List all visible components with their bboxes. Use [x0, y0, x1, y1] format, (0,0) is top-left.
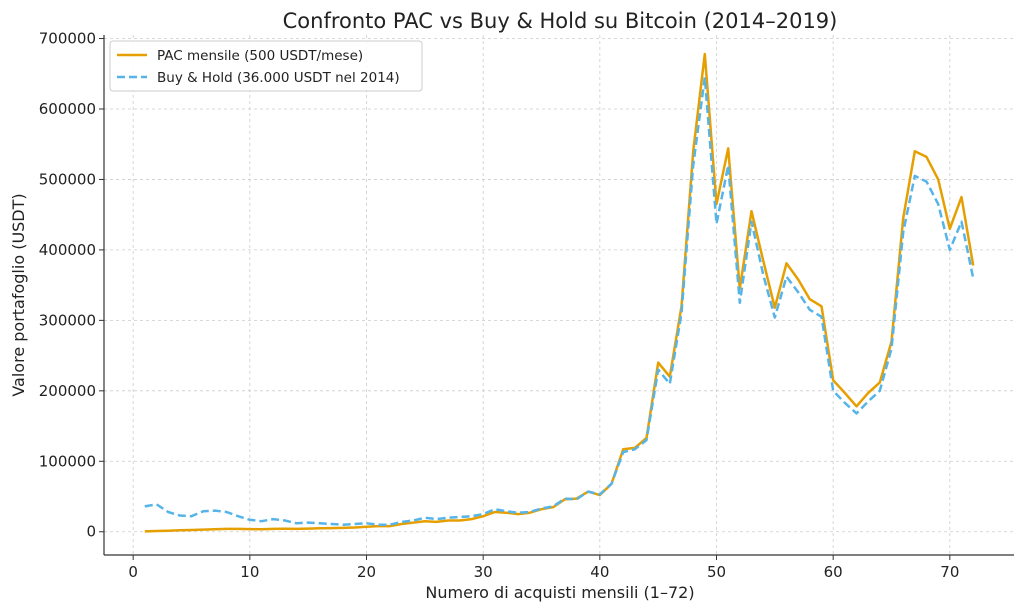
x-axis-label: Numero di acquisti mensili (1–72): [425, 583, 694, 602]
x-tick-label: 20: [357, 563, 376, 581]
series-line-pac: [144, 52, 975, 533]
y-tick-label: 300000: [39, 311, 96, 329]
y-tick-label: 100000: [39, 452, 96, 470]
x-tick-label: 70: [940, 563, 959, 581]
x-tick-label: 50: [707, 563, 726, 581]
x-tick-label: 10: [240, 563, 259, 581]
y-tick-label: 0: [86, 523, 96, 541]
y-tick-label: 400000: [39, 241, 96, 259]
legend-box: [109, 40, 423, 92]
x-tick-label: 0: [128, 563, 138, 581]
y-axis-label: Valore portafoglio (USDT): [9, 193, 28, 396]
x-tick-label: 30: [474, 563, 493, 581]
axes: 0 10 20 30 40 50 60 70 0 100000 200000 300000 400000…: [39, 30, 1014, 581]
x-tick-label: 60: [824, 563, 843, 581]
chart-title: Confronto PAC vs Buy & Hold su Bitcoin (…: [283, 9, 838, 33]
y-tick-label: 200000: [39, 382, 96, 400]
grid: [104, 35, 1014, 555]
legend-label-pac: PAC mensile (500 USDT/mese): [157, 48, 363, 64]
y-tick-label: 600000: [39, 100, 96, 118]
legend: PAC mensile (500 USDT/mese) Buy & Hold (…: [109, 40, 423, 92]
y-tick-label: 700000: [39, 30, 96, 48]
legend-label-buyhold: Buy & Hold (36.000 USDT nel 2014): [157, 70, 400, 86]
y-tick-label: 500000: [39, 170, 96, 188]
series-group: [144, 52, 975, 533]
x-tick-label: 40: [590, 563, 609, 581]
series-line-buyhold: [144, 76, 975, 526]
